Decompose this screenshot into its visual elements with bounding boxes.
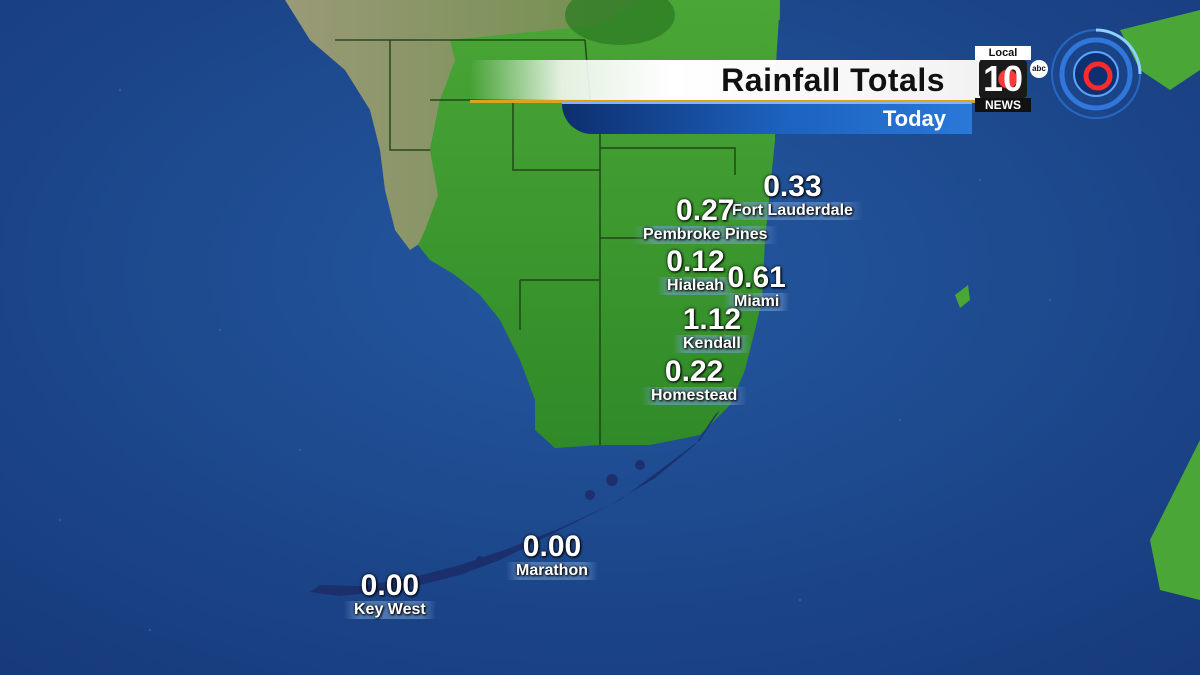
rainfall-value: 0.00	[522, 530, 582, 563]
rainfall-value: 0.33	[763, 170, 822, 203]
station-name: Kendall	[673, 335, 751, 353]
lake-area	[565, 0, 675, 45]
logo-number: 10	[979, 60, 1027, 98]
station-name: Marathon	[506, 562, 598, 580]
rainfall-value: 1.12	[682, 303, 742, 336]
station-name: Hialeah	[657, 277, 734, 295]
page-title: Rainfall Totals	[721, 62, 945, 98]
gulf-coast-land	[285, 0, 780, 250]
logo-local: Local	[975, 46, 1031, 60]
station-pembroke-pines: 0.27 Pembroke Pines	[633, 196, 778, 244]
logo-news: NEWS	[975, 98, 1031, 112]
station-hialeah: 0.12 Hialeah	[657, 247, 734, 295]
network-logo: abc	[1030, 60, 1048, 78]
station-fort-lauderdale: 0.33 Fort Lauderdale	[722, 172, 863, 220]
florida-keys	[310, 410, 720, 596]
station-logo: Local 10 NEWS	[975, 46, 1031, 114]
station-name: Key West	[344, 601, 436, 619]
title-bar: Rainfall Totals	[470, 60, 980, 103]
rainfall-value: 0.22	[664, 355, 724, 388]
rainfall-value: 0.61	[727, 261, 786, 294]
station-key-west: 0.00 Key West	[344, 571, 436, 619]
station-marathon: 0.00 Marathon	[506, 532, 598, 580]
station-kendall: 1.12 Kendall	[673, 305, 751, 353]
station-homestead: 0.22 Homestead	[641, 355, 748, 405]
page-subtitle: Today	[882, 106, 946, 131]
station-name: Fort Lauderdale	[722, 202, 863, 220]
station-name: Homestead	[641, 387, 748, 405]
title-banner: Rainfall Totals Today	[470, 58, 990, 134]
radar-icon	[1051, 28, 1142, 119]
rainfall-value: 0.12	[666, 245, 725, 278]
station-name: Miami	[724, 293, 790, 311]
rainfall-value: 0.27	[676, 194, 735, 227]
station-name: Pembroke Pines	[633, 226, 778, 244]
water-speckle	[58, 88, 1052, 632]
station-miami: 0.61 Miami	[724, 261, 790, 311]
subtitle-bar: Today	[562, 102, 972, 134]
rainfall-value: 0.00	[360, 569, 420, 602]
